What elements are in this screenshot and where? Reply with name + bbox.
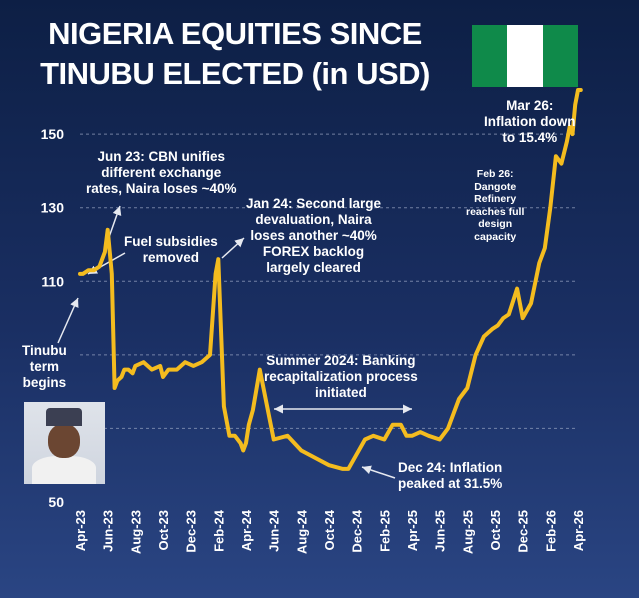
x-tick-label: Apr-25 [405,510,420,551]
nigeria-flag-icon [472,25,578,87]
annotation-line: different exchange [101,165,222,180]
x-tick-label: Feb-24 [211,509,226,552]
flag-stripe-left [472,25,508,87]
portrait-cap [46,408,82,426]
annotation-dec24: Dec 24: Inflation peaked at 31.5% [398,460,502,492]
annotation-line: devaluation, Naira [255,212,372,227]
annotation-line: Jun 23: CBN unifies [97,149,225,164]
x-tick-label: Jun-23 [101,510,116,552]
y-tick-label: 50 [48,494,64,510]
annotation-line: loses another ~40% [250,228,377,243]
annotation-line: Jan 24: Second large [246,196,382,211]
annotation-line: Dec 24: Inflation [398,460,503,475]
annotation-line: to 15.4% [502,130,558,145]
chart-title-line-1: NIGERIA EQUITIES SINCE [48,16,422,51]
arrow-tinubu [57,297,79,344]
annotation-line: recapitalization process [264,369,418,384]
x-tick-label: Oct-25 [488,510,503,550]
annotation-line: term [29,359,59,374]
annotation-line: rates, Naira loses ~40% [86,181,237,196]
annotation-line: design [478,218,513,230]
annotation-line: Mar 26: [506,98,554,113]
annotation-line: peaked at 31.5% [398,476,503,491]
x-axis-ticks: Apr-23 Jun-23 Aug-23 Oct-23 Dec-23 Feb-24 Apr-… [73,509,586,554]
chart-title-line-2: TINUBU ELECTED (in USD) [40,56,430,91]
x-tick-label: Jun-25 [433,510,448,552]
flag-stripe-right [542,25,578,87]
x-tick-label: Dec-25 [516,510,531,553]
annotation-line: Feb 26: [476,168,514,180]
annotation-summer-2024: Summer 2024: Banking recapitalization pr… [264,353,418,401]
x-tick-label: Dec-23 [184,510,199,553]
tinubu-portrait-image [24,402,105,484]
annotation-jun23: Jun 23: CBN unifies different exchange r… [86,149,236,197]
x-tick-label: Oct-24 [322,509,337,550]
annotation-jan24: Jan 24: Second large devaluation, Naira … [246,196,381,276]
portrait-face [48,424,80,458]
annotation-tinubu-term-begins: Tinubu term begins [22,343,67,391]
annotation-line: largely cleared [266,260,361,275]
annotation-line: Refinery [474,193,517,205]
x-tick-label: Apr-23 [73,510,88,551]
gridlines [80,133,578,429]
portrait-body [32,456,96,484]
annotation-line: initiated [315,385,367,400]
x-tick-label: Feb-26 [543,510,558,552]
arrow-jan24 [221,237,245,259]
annotation-line: Inflation down [484,114,576,129]
chart-title: NIGERIA EQUITIES SINCE TINUBU ELECTED (i… [0,14,470,94]
y-tick-label: 150 [41,126,65,142]
y-axis-ticks: 50 110 130 150 [41,126,65,510]
flag-stripe-middle [507,25,543,87]
annotation-line: removed [142,250,200,265]
x-tick-label: Aug-24 [294,509,309,554]
annotation-mar26: Mar 26: Inflation down to 15.4% [484,98,575,146]
annotation-line: begins [22,375,67,390]
equity-index-line [78,88,583,471]
y-tick-label: 130 [41,200,65,216]
annotation-line: Dangote [474,180,517,193]
annotation-line: Tinubu [22,343,67,358]
x-tick-label: Aug-23 [128,510,143,554]
annotation-line: reaches full [466,205,525,218]
x-tick-label: Apr-24 [239,509,254,551]
annotation-feb26: Feb 26: Dangote Refinery reaches full de… [466,168,524,243]
y-tick-label: 110 [41,273,64,289]
x-tick-label: Feb-25 [377,510,392,552]
annotation-line: capacity [474,230,517,243]
annotation-line: FOREX backlog [262,244,365,259]
arrow-dec24 [361,465,396,479]
annotation-fuel-subsidies: Fuel subsidies removed [124,234,218,266]
x-tick-label: Oct-23 [156,510,171,550]
x-tick-label: Jun-24 [267,509,282,552]
annotation-line: Fuel subsidies [124,234,218,249]
x-tick-label: Dec-24 [350,509,365,552]
annotation-line: Summer 2024: Banking [266,353,416,368]
x-tick-label: Aug-25 [460,510,475,554]
x-tick-label: Apr-26 [571,510,586,551]
